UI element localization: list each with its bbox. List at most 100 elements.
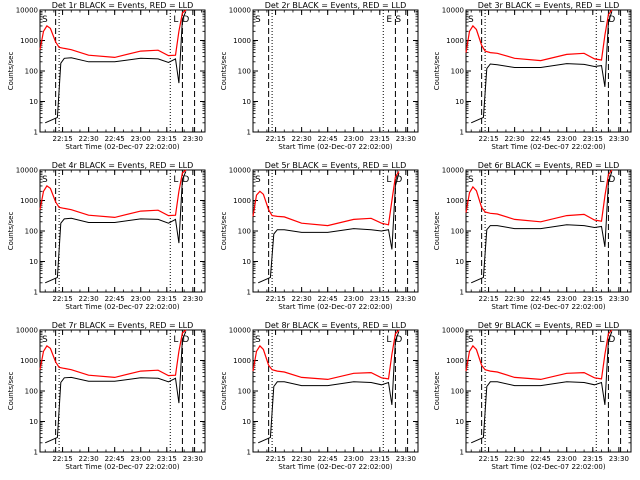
- y-tick-label: 10000: [442, 327, 464, 335]
- y-axis-label: Counts/sec: [220, 52, 228, 91]
- panel-det-3: Det 3r BLACK = Events, RED = LLD 1 10 100 10…: [433, 1, 632, 151]
- y-axis-label: Counts/sec: [7, 52, 15, 91]
- y-tick-label: 10: [29, 418, 38, 426]
- x-tick-label: 23:00: [557, 295, 577, 303]
- panel-det-5: Det 5r BLACK = Events, RED = LLD 1 10 100 10…: [220, 161, 419, 311]
- end-marker-letter: L: [173, 335, 178, 345]
- x-tick-label: 22:45: [531, 455, 551, 463]
- series-events-line: [257, 172, 400, 284]
- x-tick-label: 23:30: [183, 295, 203, 303]
- panel-det-7: Det 7r BLACK = Events, RED = LLD 1 10 100 10…: [7, 321, 206, 471]
- x-tick-label: 22:15: [478, 295, 498, 303]
- y-tick-label: 100: [451, 388, 464, 396]
- x-tick-label: 22:30: [292, 455, 312, 463]
- panel-det-2: Det 2r BLACK = Events, RED = LLD 1 10 100 10…: [220, 1, 419, 151]
- y-tick-label: 1: [34, 289, 38, 297]
- start-marker-letter: S: [468, 335, 474, 345]
- x-tick-label: 22:30: [292, 295, 312, 303]
- y-tick-label: 1000: [233, 357, 251, 365]
- panel-title: Det 1r BLACK = Events, RED = LLD: [52, 1, 194, 10]
- x-tick-label: 23:30: [609, 455, 629, 463]
- x-tick-label: 22:30: [505, 135, 525, 143]
- x-axis-label: Start Time (02-Dec-07 22:02:00): [65, 463, 179, 471]
- panel-title: Det 2r BLACK = Events, RED = LLD: [265, 1, 407, 10]
- x-tick-label: 23:15: [157, 295, 177, 303]
- y-tick-label: 1000: [20, 357, 38, 365]
- x-tick-label: 23:00: [131, 135, 151, 143]
- x-tick-label: 22:30: [79, 135, 99, 143]
- y-tick-label: 1: [460, 449, 464, 457]
- series-lld-line: [39, 9, 187, 59]
- series-events-line: [44, 171, 187, 284]
- end-marker-letter: L: [599, 335, 604, 345]
- start-marker-letter: S: [255, 175, 261, 185]
- end-marker-letter: L: [386, 335, 391, 345]
- y-axis-label: Counts/sec: [433, 52, 441, 91]
- y-tick-label: 1: [247, 129, 251, 137]
- x-tick-label: 22:45: [105, 455, 125, 463]
- end-marker-letter: E: [386, 15, 392, 25]
- x-tick-label: 23:30: [396, 295, 416, 303]
- y-tick-label: 10000: [229, 7, 251, 15]
- y-axis-label: Counts/sec: [433, 372, 441, 411]
- y-tick-label: 100: [25, 388, 38, 396]
- start-marker-letter: S: [42, 175, 48, 185]
- y-tick-label: 10000: [442, 167, 464, 175]
- x-tick-label: 23:00: [131, 295, 151, 303]
- y-tick-label: 10000: [16, 327, 38, 335]
- x-tick-label: 22:30: [79, 295, 99, 303]
- panel-title: Det 4r BLACK = Events, RED = LLD: [52, 161, 194, 170]
- y-tick-label: 1000: [20, 197, 38, 205]
- panel-det-9: Det 9r BLACK = Events, RED = LLD 1 10 100 10…: [433, 321, 632, 471]
- x-tick-label: 22:30: [79, 455, 99, 463]
- series-events-line: [470, 331, 613, 444]
- start-marker-letter: S: [468, 175, 474, 185]
- x-tick-label: 23:30: [396, 135, 416, 143]
- plot-frame: [39, 9, 206, 133]
- y-tick-label: 1: [460, 289, 464, 297]
- series-lld-line: [252, 329, 400, 381]
- y-tick-label: 1: [34, 129, 38, 137]
- x-tick-label: 23:15: [157, 135, 177, 143]
- start-marker-letter: S: [255, 335, 261, 345]
- end-marker-letter: S: [395, 15, 401, 25]
- y-tick-label: 10: [455, 418, 464, 426]
- plot-frame: [39, 329, 206, 453]
- x-tick-label: 23:30: [183, 455, 203, 463]
- series-lld-line: [39, 169, 187, 219]
- x-tick-label: 23:00: [557, 135, 577, 143]
- y-tick-label: 1: [247, 289, 251, 297]
- x-tick-label: 22:15: [52, 135, 72, 143]
- x-axis-label: Start Time (02-Dec-07 22:02:00): [278, 463, 392, 471]
- x-tick-label: 23:15: [157, 455, 177, 463]
- x-tick-label: 22:15: [265, 295, 285, 303]
- x-tick-label: 22:45: [531, 135, 551, 143]
- x-tick-label: 22:30: [505, 295, 525, 303]
- x-axis-label: Start Time (02-Dec-07 22:02:00): [491, 303, 605, 311]
- panel-title: Det 9r BLACK = Events, RED = LLD: [478, 321, 620, 330]
- end-marker-letter: L: [599, 15, 604, 25]
- y-tick-label: 100: [238, 228, 251, 236]
- series-lld-line: [465, 169, 613, 223]
- y-tick-label: 10: [242, 418, 251, 426]
- x-tick-label: 22:45: [105, 295, 125, 303]
- x-tick-label: 23:00: [131, 455, 151, 463]
- x-tick-label: 22:15: [478, 135, 498, 143]
- end-marker-letter: D: [608, 335, 615, 345]
- y-tick-label: 1000: [20, 37, 38, 45]
- panel-title: Det 8r BLACK = Events, RED = LLD: [265, 321, 407, 330]
- y-tick-label: 10000: [229, 167, 251, 175]
- x-tick-label: 23:15: [583, 295, 603, 303]
- y-tick-label: 10000: [16, 7, 38, 15]
- x-axis-label: Start Time (02-Dec-07 22:02:00): [491, 143, 605, 151]
- x-tick-label: 23:00: [557, 455, 577, 463]
- x-tick-label: 22:15: [52, 295, 72, 303]
- x-tick-label: 22:15: [265, 135, 285, 143]
- x-tick-label: 22:30: [292, 135, 312, 143]
- end-marker-letter: L: [173, 175, 178, 185]
- y-tick-label: 10000: [442, 7, 464, 15]
- y-tick-label: 100: [451, 68, 464, 76]
- y-tick-label: 100: [25, 228, 38, 236]
- start-marker-letter: S: [468, 15, 474, 25]
- x-tick-label: 23:15: [370, 135, 390, 143]
